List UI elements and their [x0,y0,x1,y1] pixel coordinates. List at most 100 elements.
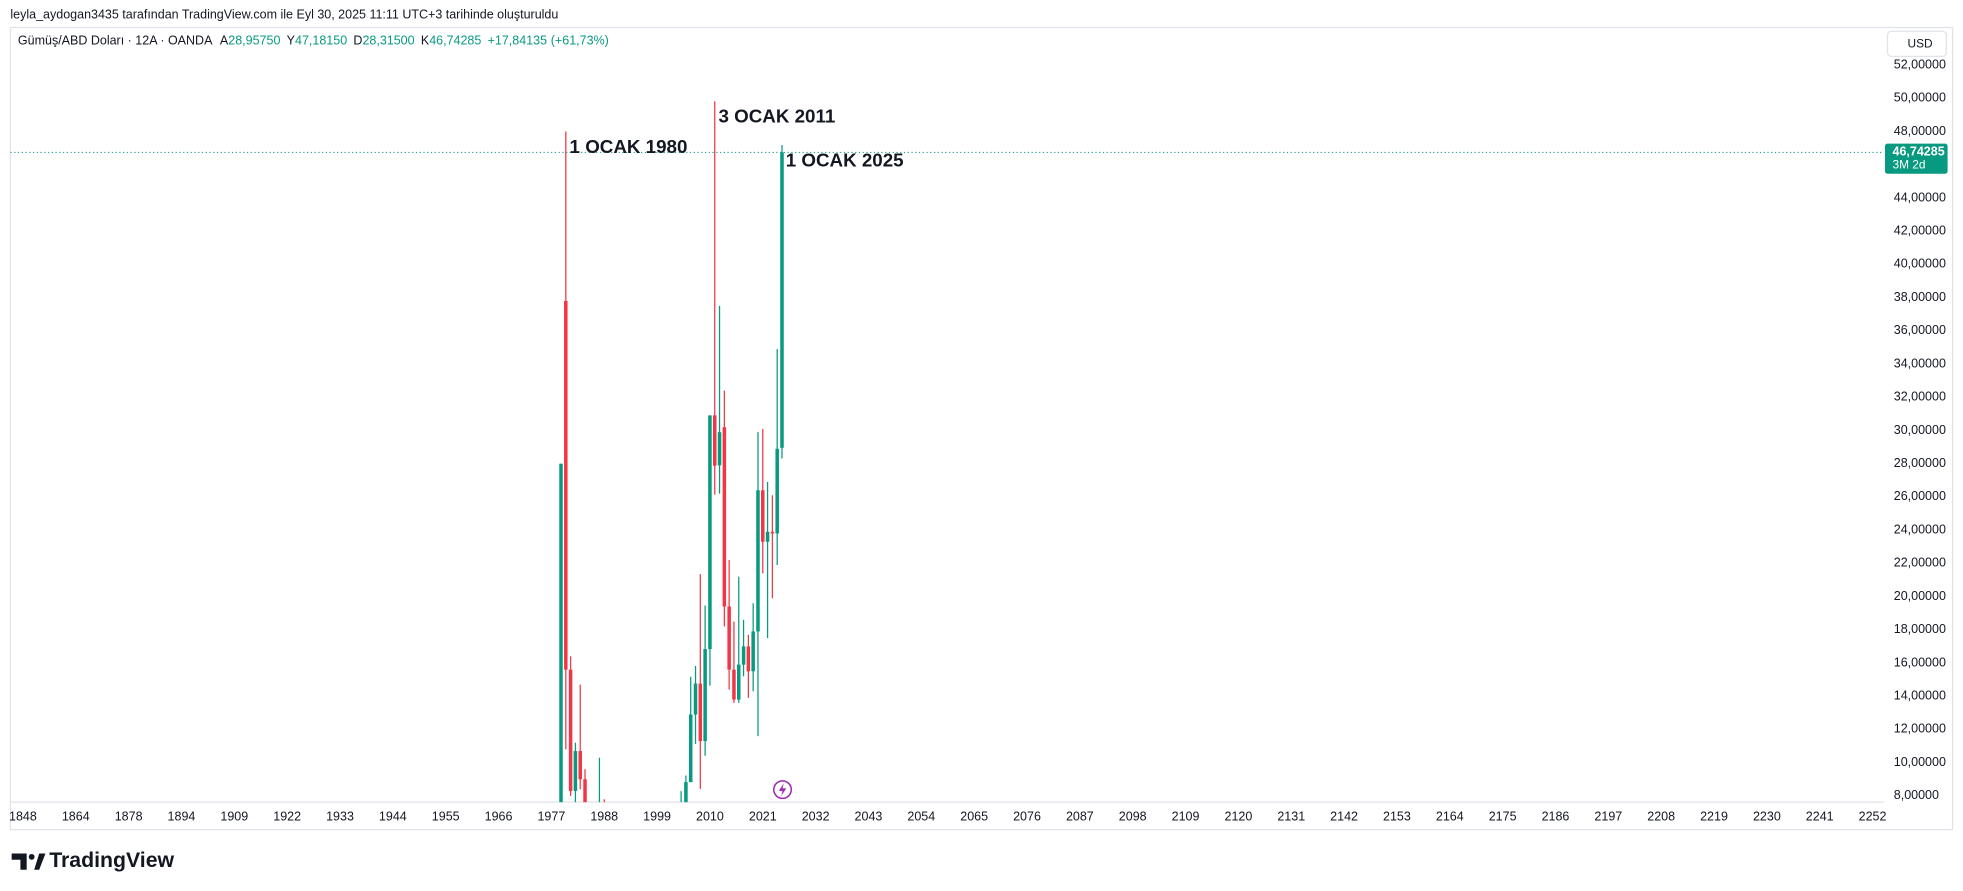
candle-body [780,152,784,448]
y-tick-label: 8,00000 [1894,788,1939,802]
x-tick-label: 1933 [326,809,354,823]
x-tick-label: 1944 [379,809,407,823]
x-tick-label: 1909 [220,809,248,823]
x-tick-label: 2241 [1806,809,1834,823]
x-tick-label: 2098 [1119,809,1147,823]
legend-key: D [353,34,362,48]
y-tick-label: 34,00000 [1894,356,1946,370]
candle-body [751,631,755,672]
y-tick-label: 42,00000 [1894,223,1946,237]
x-tick-label: 2252 [1859,809,1887,823]
logo [11,853,46,870]
plot-area [559,101,784,829]
currency[interactable]: USD [1908,37,1933,51]
candle-body [679,815,683,829]
x-tick-label: 1955 [432,809,460,823]
last-price-label: 46,74285 [1893,145,1945,159]
y-tick-label: 18,00000 [1894,622,1946,636]
candle-body [578,751,582,780]
candle-body [746,646,751,672]
legend-value: 47,18150 [295,34,347,48]
candle-body [741,646,746,665]
candle-body [693,683,698,715]
legend-key: A [220,34,229,48]
candle-body [708,415,712,650]
currency-button[interactable] [1886,30,1947,57]
x-tick-label: 2208 [1647,809,1675,823]
candle-body [737,664,741,700]
x-tick-label: 1848 [9,809,37,823]
x-tick-label: 2032 [802,809,830,823]
candle-body [573,751,578,791]
brand-name: TradingView [49,848,174,872]
x-tick-label: 1988 [590,809,618,823]
y-tick-label: 10,00000 [1894,755,1946,769]
x-tick-label: 2153 [1383,809,1411,823]
candle-body [765,531,770,542]
x-tick-label: 2186 [1542,809,1570,823]
y-tick-label: 26,00000 [1894,489,1946,503]
candle-body [564,300,568,670]
candle-body [732,669,736,700]
annotation: 3 OCAK 2011 [718,106,835,127]
x-tick-label: 2010 [696,809,724,823]
x-tick-label: 2109 [1172,809,1200,823]
x-tick-label: 1977 [537,809,565,823]
y-tick-label: 44,00000 [1894,190,1946,204]
annotation: 1 OCAK 1980 [570,136,688,157]
candle-body [770,531,775,534]
annotation: 1 OCAK 2025 [786,149,904,170]
x-tick-label: 2219 [1700,809,1728,823]
y-tick-label: 24,00000 [1894,522,1946,536]
y-tick-label: 16,00000 [1894,655,1946,669]
candle-body [583,779,587,803]
y-tick-label: 38,00000 [1894,290,1946,304]
x-tick-label: 2197 [1594,809,1622,823]
x-tick-label: 2142 [1330,809,1358,823]
y-tick-label: 32,00000 [1894,390,1946,404]
legend-value: 28,95750 [228,34,280,48]
candle-body [756,490,760,632]
legend-key: Y [287,34,296,48]
candle-body [559,463,563,803]
x-tick-label: 1878 [115,809,143,823]
candle-body [703,649,707,742]
candle-body [761,490,765,542]
symbol: Gümüş/ABD Doları · 12A · OANDA [18,34,213,48]
candle-body [775,448,779,534]
change: +17,84135 [488,34,547,48]
candle-body [568,669,573,791]
last-price-box [1885,143,1948,174]
attribution: leyla_aydogan3435 tarafından TradingView… [10,7,558,21]
x-tick-label: 2131 [1277,809,1305,823]
event-icon[interactable] [773,780,793,800]
x-tick-label: 2076 [1013,809,1041,823]
x-tick-label: 2120 [1224,809,1252,823]
y-tick-label: 12,00000 [1894,722,1946,736]
legend-value: 28,31500 [362,34,414,48]
x-tick-label: 1966 [485,809,513,823]
y-tick-label: 14,00000 [1894,689,1946,703]
x-tick-label: 2054 [907,809,935,823]
x-tick-label: 2065 [960,809,988,823]
change-percent: (+61,73%) [551,34,609,48]
y-tick-label: 28,00000 [1894,456,1946,470]
x-tick-label: 2021 [749,809,777,823]
x-tick-label: 2175 [1489,809,1517,823]
countdown: 3M 2d [1893,158,1926,172]
candle-body [727,606,731,670]
y-tick-label: 22,00000 [1894,556,1946,570]
candle-body [698,683,703,742]
x-tick-label: 2164 [1436,809,1464,823]
x-tick-label: 1864 [62,809,90,823]
y-tick-label: 52,00000 [1894,57,1946,71]
x-tick-label: 1894 [168,809,196,823]
candle-body [684,782,688,803]
candle-body [717,432,722,466]
candle-body [722,427,727,607]
y-tick-label: 48,00000 [1894,124,1946,138]
x-tick-label: 2087 [1066,809,1094,823]
x-tick-label: 1922 [273,809,301,823]
